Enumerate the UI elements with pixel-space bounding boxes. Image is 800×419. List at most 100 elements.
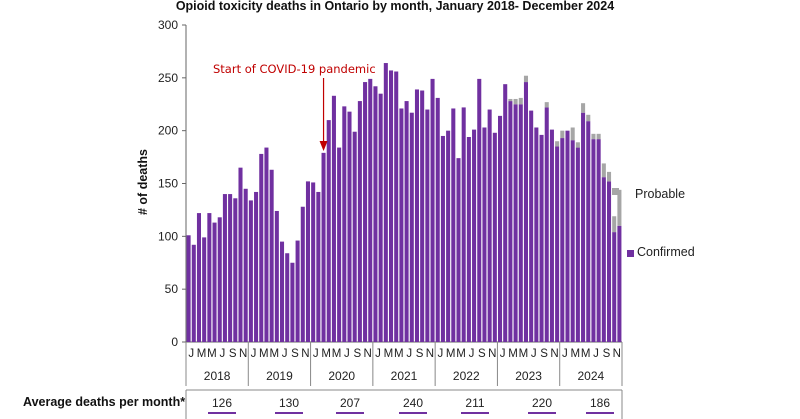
bar-confirmed [305, 181, 311, 342]
bar-confirmed [508, 101, 513, 342]
bar-confirmed [363, 82, 368, 342]
bar-probable [591, 133, 596, 140]
bar-confirmed [581, 112, 586, 342]
bar-confirmed [331, 95, 336, 343]
bar-confirmed [290, 262, 295, 342]
bar-probable [617, 189, 622, 226]
month-tick-label: M [332, 348, 342, 360]
month-tick-label: M [207, 348, 217, 360]
average-deaths-value: 130 [279, 396, 299, 410]
bar-confirmed [368, 78, 373, 342]
month-tick-label: M [446, 348, 456, 360]
bar-probable [581, 103, 586, 113]
bar-confirmed [414, 89, 420, 342]
bar-probable [586, 114, 591, 122]
month-tick-label: S [416, 348, 424, 360]
month-tick-label: S [603, 348, 611, 360]
legend-label-probable: Probable [635, 187, 685, 201]
chart-title: Opioid toxicity deaths in Ontario by mon… [176, 0, 614, 13]
bar-confirmed [446, 130, 451, 342]
bar-confirmed [534, 127, 539, 342]
bar-confirmed [549, 129, 554, 342]
average-deaths-value: 126 [212, 396, 232, 410]
bar-probable [575, 142, 580, 148]
bar-confirmed [440, 135, 445, 342]
bar-confirmed [228, 194, 233, 342]
month-tick-label: J [313, 348, 319, 360]
bar-confirmed [311, 182, 316, 342]
month-tick-label: N [301, 348, 309, 360]
month-tick-label: J [344, 348, 350, 360]
bar-confirmed [316, 191, 321, 342]
bar-confirmed [321, 152, 326, 342]
bar-confirmed [347, 111, 352, 342]
bar-confirmed [523, 82, 529, 342]
bar-confirmed [404, 101, 409, 342]
y-tick-label: 0 [171, 335, 178, 349]
month-tick-label: N [488, 348, 496, 360]
month-tick-label: J [531, 348, 537, 360]
bar-confirmed [342, 106, 347, 342]
average-deaths-table: Average deaths per month* 126 130 207 240 21… [23, 389, 623, 419]
bar-confirmed [274, 210, 279, 342]
bar-confirmed [529, 110, 534, 342]
bar-confirmed [337, 147, 342, 342]
month-tick-label: J [562, 348, 568, 360]
year-label: 2020 [328, 369, 355, 383]
bar-confirmed [586, 121, 591, 342]
bar-confirmed [560, 138, 565, 342]
y-tick-label: 150 [158, 177, 178, 191]
bar-confirmed [394, 71, 399, 342]
y-axis-label: # of deaths [136, 149, 150, 215]
month-tick-label: N [364, 348, 372, 360]
y-tick-label: 200 [158, 124, 178, 138]
bar-probable [544, 102, 549, 108]
month-tick-label: M [456, 348, 466, 360]
bar-confirmed [425, 109, 430, 343]
bar-probable [513, 98, 518, 105]
bar-probable [523, 75, 529, 83]
average-deaths-value: 240 [403, 396, 423, 410]
month-tick-label: S [291, 348, 299, 360]
average-deaths-value: 220 [532, 396, 552, 410]
month-tick-label: J [500, 348, 506, 360]
bar-confirmed [326, 120, 331, 342]
bar-confirmed [617, 225, 622, 342]
bar-confirmed [451, 108, 456, 342]
average-deaths-label: Average deaths per month* [23, 395, 185, 409]
month-tick-label: M [384, 348, 394, 360]
bar-confirmed [196, 213, 202, 342]
month-tick-label: M [259, 348, 269, 360]
month-tick-label: J [593, 348, 599, 360]
legend-swatch-confirmed [627, 250, 634, 257]
legend-swatch-probable [612, 188, 619, 195]
bar-confirmed [217, 217, 222, 342]
year-label: 2018 [204, 369, 231, 383]
bar-probable [606, 171, 612, 182]
average-deaths-value: 186 [590, 396, 610, 410]
bar-confirmed [285, 253, 290, 342]
month-tick-label: J [406, 348, 412, 360]
bar-confirmed [295, 240, 300, 342]
bar-confirmed [279, 241, 285, 342]
month-tick-label: M [581, 348, 591, 360]
annotation-arrowhead [319, 141, 328, 151]
month-tick-label: J [375, 348, 381, 360]
y-tick-label: 300 [158, 18, 178, 32]
bar-confirmed [233, 198, 238, 342]
annotation: Start of COVID-19 pandemic [213, 62, 376, 151]
bar-confirmed [565, 130, 570, 342]
bar-confirmed [243, 188, 248, 342]
bar-confirmed [606, 181, 612, 342]
year-label: 2024 [578, 369, 605, 383]
bar-probable [560, 130, 565, 139]
y-tick-label: 50 [165, 282, 179, 296]
month-tick-label: M [519, 348, 529, 360]
year-label: 2019 [266, 369, 293, 383]
month-tick-label: J [219, 348, 225, 360]
bar-confirmed [238, 167, 243, 342]
month-tick-label: M [197, 348, 207, 360]
bar-confirmed [264, 147, 269, 342]
bar-confirmed [388, 70, 394, 342]
